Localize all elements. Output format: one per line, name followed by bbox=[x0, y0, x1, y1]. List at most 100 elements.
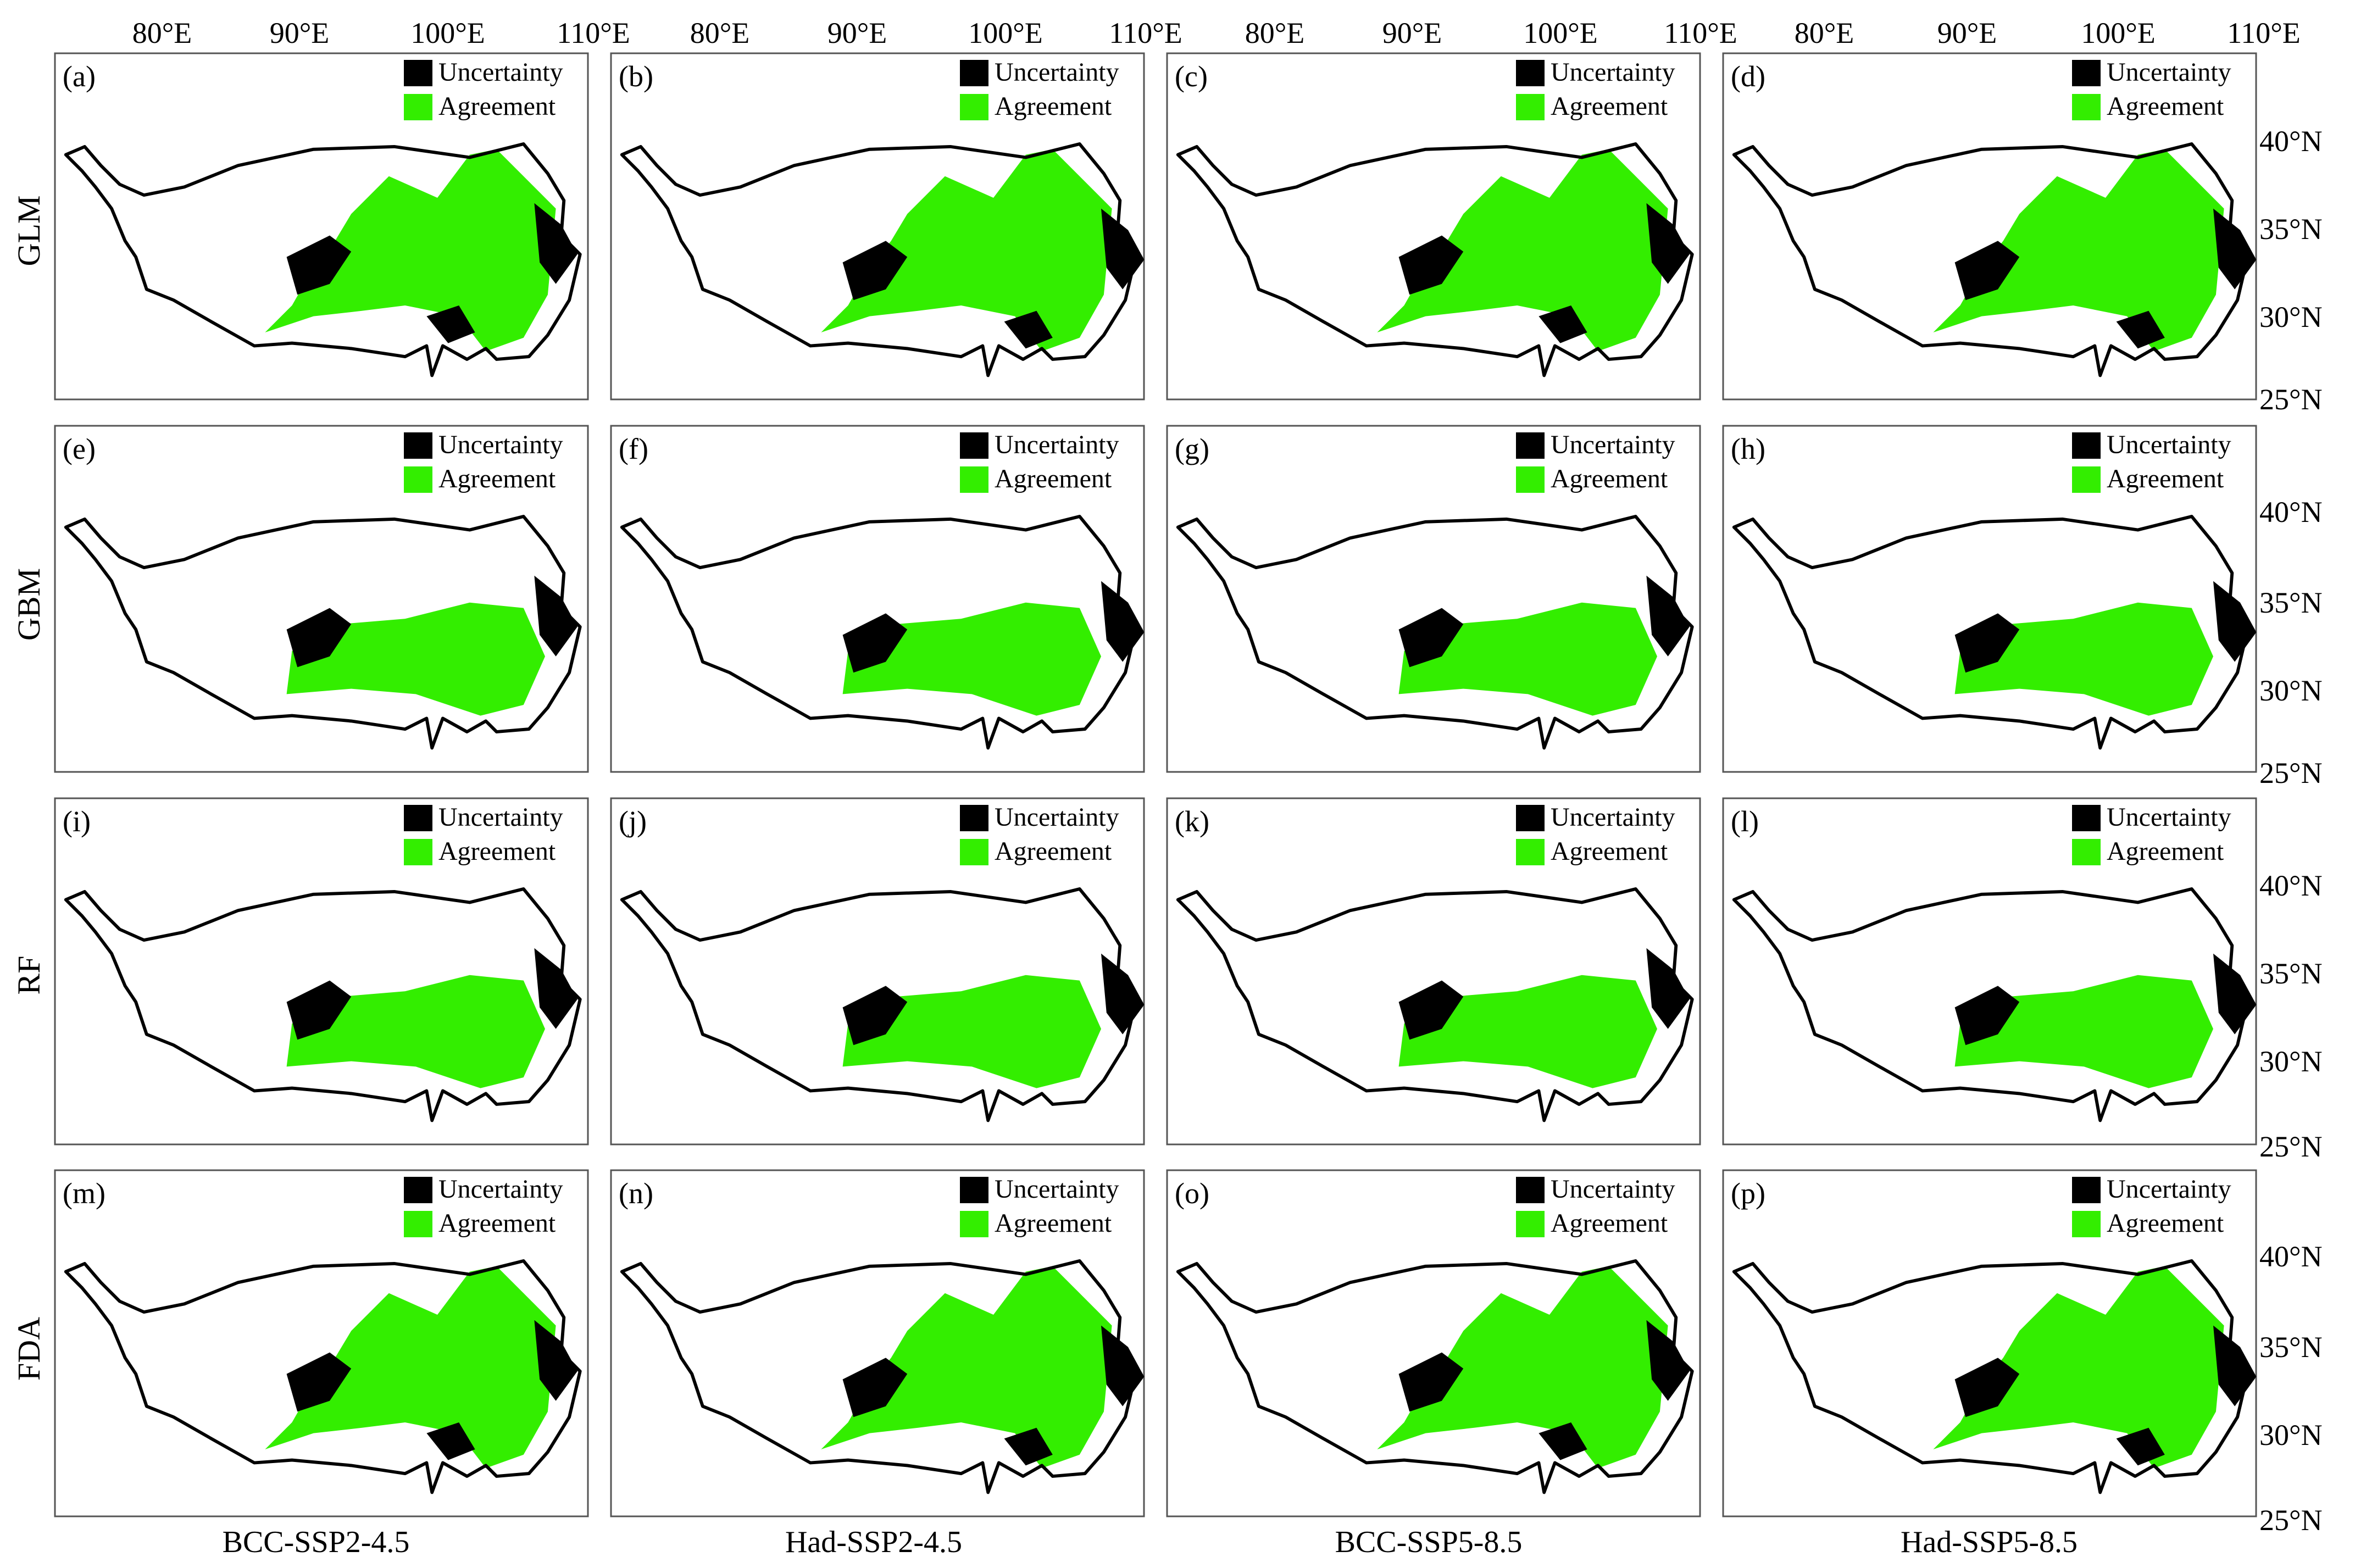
panel-label: (i) bbox=[63, 805, 91, 838]
legend-label-agreement: Agreement bbox=[438, 92, 556, 121]
column-label: BCC-SSP5-8.5 bbox=[1335, 1525, 1523, 1559]
legend-swatch-agreement bbox=[2072, 94, 2101, 120]
agreement-region bbox=[821, 149, 1112, 352]
legend-label-uncertainty: Uncertainty bbox=[2107, 430, 2231, 459]
panel-frame bbox=[54, 425, 589, 773]
panel-label: (b) bbox=[619, 60, 653, 93]
map-panel: (l) Uncertainty Agreement bbox=[1722, 797, 2257, 1146]
plateau-map bbox=[66, 889, 580, 1120]
x-tick: 80°E bbox=[1245, 16, 1305, 49]
legend-label-agreement: Agreement bbox=[1551, 464, 1668, 493]
legend: Uncertainty Agreement bbox=[2072, 803, 2231, 866]
uncertainty-region bbox=[1398, 980, 1464, 1040]
y-tick: 30°N bbox=[2259, 1045, 2323, 1078]
uncertainty-region bbox=[286, 980, 352, 1040]
uncertainty-region bbox=[1954, 1358, 2020, 1417]
legend-label-uncertainty: Uncertainty bbox=[438, 803, 563, 832]
map-panel: (n) Uncertainty Agreement bbox=[610, 1169, 1145, 1517]
panel-label: (f) bbox=[619, 432, 648, 465]
uncertainty-region bbox=[1398, 1352, 1464, 1412]
legend-label-agreement: Agreement bbox=[438, 837, 556, 866]
y-axis-ticks: 40°N 35°N 30°N 25°N 40°N 35°N 30°N 25°N … bbox=[2259, 125, 2323, 1537]
panel-label: (c) bbox=[1175, 60, 1208, 93]
agreement-region bbox=[1377, 149, 1668, 352]
plateau-map bbox=[66, 1261, 580, 1492]
y-tick: 35°N bbox=[2259, 957, 2323, 990]
uncertainty-region bbox=[426, 1422, 475, 1460]
column-labels: BCC-SSP2-4.5 Had-SSP2-4.5 BCC-SSP5-8.5 H… bbox=[223, 1525, 2078, 1559]
map-panel: (i) Uncertainty Agreement bbox=[54, 797, 589, 1146]
panel-label: (m) bbox=[63, 1177, 105, 1210]
legend: Uncertainty Agreement bbox=[1516, 1175, 1675, 1238]
legend-swatch-agreement bbox=[404, 839, 432, 865]
plateau-map bbox=[1178, 144, 1692, 375]
row-label: GLM bbox=[11, 196, 47, 266]
legend-swatch-agreement bbox=[960, 466, 988, 493]
panel-label: (a) bbox=[63, 60, 96, 93]
uncertainty-region bbox=[1954, 241, 2020, 301]
agreement-region bbox=[1398, 975, 1657, 1088]
agreement-region bbox=[1933, 1266, 2224, 1469]
legend-swatch-agreement bbox=[404, 466, 432, 493]
legend: Uncertainty Agreement bbox=[960, 1175, 1119, 1238]
agreement-region bbox=[821, 1266, 1112, 1469]
plateau-map bbox=[622, 1261, 1145, 1492]
uncertainty-region bbox=[534, 203, 577, 284]
y-tick: 40°N bbox=[2259, 1240, 2323, 1273]
column-label: Had-SSP5-8.5 bbox=[1901, 1525, 2078, 1559]
agreement-region bbox=[265, 1266, 556, 1469]
legend: Uncertainty Agreement bbox=[960, 803, 1119, 866]
uncertainty-region bbox=[1398, 235, 1464, 295]
plateau-map bbox=[66, 516, 580, 748]
panel-label: (l) bbox=[1731, 805, 1759, 838]
legend-label-uncertainty: Uncertainty bbox=[1551, 430, 1675, 459]
panel-frame bbox=[1722, 797, 2257, 1146]
legend: Uncertainty Agreement bbox=[1516, 803, 1675, 866]
row-label: GBM bbox=[11, 568, 47, 641]
legend: Uncertainty Agreement bbox=[404, 1175, 563, 1238]
uncertainty-region bbox=[842, 1358, 908, 1417]
uncertainty-region bbox=[842, 241, 908, 301]
panel-label: (j) bbox=[619, 805, 647, 838]
map-panel: (c) Uncertainty Agreement bbox=[1166, 52, 1701, 401]
legend-label-agreement: Agreement bbox=[1551, 92, 1668, 121]
plateau-map bbox=[1734, 516, 2257, 748]
agreement-region bbox=[1954, 975, 2213, 1088]
uncertainty-region bbox=[286, 235, 352, 295]
panel-label: (k) bbox=[1175, 805, 1209, 838]
legend: Uncertainty Agreement bbox=[1516, 58, 1675, 121]
x-tick: 110°E bbox=[1109, 16, 1182, 49]
legend-swatch-uncertainty bbox=[1516, 60, 1545, 86]
panel-label: (h) bbox=[1731, 432, 1765, 465]
legend-swatch-uncertainty bbox=[1516, 805, 1545, 831]
y-tick: 35°N bbox=[2259, 1331, 2323, 1364]
uncertainty-region bbox=[1646, 575, 1690, 657]
plateau-map bbox=[1178, 1261, 1692, 1492]
uncertainty-region bbox=[286, 608, 352, 668]
legend-swatch-uncertainty bbox=[2072, 432, 2101, 459]
agreement-region bbox=[286, 602, 545, 716]
agreement-region bbox=[1377, 1266, 1668, 1469]
legend-label-uncertainty: Uncertainty bbox=[995, 1175, 1119, 1204]
map-panel: (j) Uncertainty Agreement bbox=[610, 797, 1145, 1146]
legend-label-uncertainty: Uncertainty bbox=[995, 803, 1119, 832]
plateau-map bbox=[1178, 889, 1692, 1120]
legend-swatch-uncertainty bbox=[960, 1177, 988, 1203]
legend-label-uncertainty: Uncertainty bbox=[995, 430, 1119, 459]
panel-label: (d) bbox=[1731, 60, 1765, 93]
legend-label-uncertainty: Uncertainty bbox=[438, 1175, 563, 1204]
y-tick: 25°N bbox=[2259, 383, 2323, 416]
legend-swatch-agreement bbox=[1516, 1211, 1545, 1237]
legend-swatch-agreement bbox=[404, 94, 432, 120]
uncertainty-region bbox=[286, 1352, 352, 1412]
uncertainty-region bbox=[2116, 1427, 2165, 1466]
legend-swatch-uncertainty bbox=[960, 432, 988, 459]
y-tick: 30°N bbox=[2259, 674, 2323, 707]
panel-frame bbox=[54, 797, 589, 1146]
legend: Uncertainty Agreement bbox=[404, 803, 563, 866]
panel-frame bbox=[1166, 425, 1701, 773]
legend-label-agreement: Agreement bbox=[438, 464, 556, 493]
y-tick: 25°N bbox=[2259, 1130, 2323, 1163]
agreement-region bbox=[842, 602, 1101, 716]
x-tick: 80°E bbox=[690, 16, 750, 49]
